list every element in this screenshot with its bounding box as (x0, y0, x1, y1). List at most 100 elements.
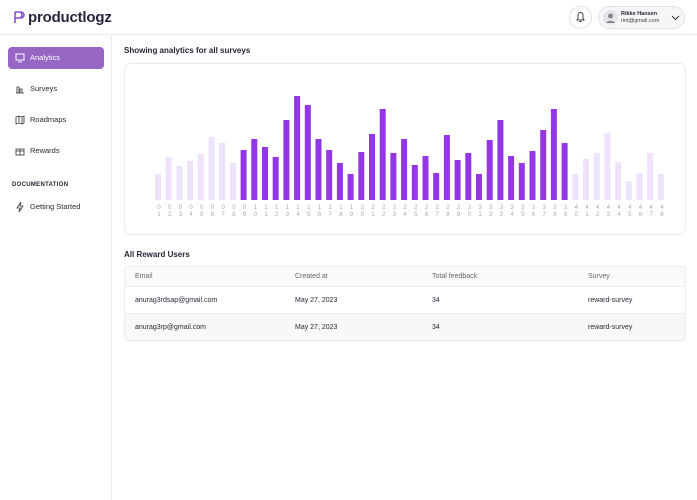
table-title: All Reward Users (124, 250, 190, 259)
nav-item[interactable]: Roadmaps (8, 109, 104, 131)
bar (561, 143, 568, 200)
x-tick-label: 37 (541, 205, 548, 219)
chart-title: Showing analytics for all surveys (124, 46, 251, 55)
x-tick-label: 47 (648, 205, 655, 219)
x-tick-label: 07 (220, 205, 227, 219)
x-tick-label: 31 (477, 205, 483, 219)
column-header: Survey (588, 273, 610, 280)
bar (165, 157, 172, 200)
x-labels: 01 02 03 04 05 06 07 08 09 10 11 12 13 14 15 16 17 18 19 20… (125, 205, 685, 225)
chart (155, 96, 664, 200)
chart-card: 01 02 03 04 05 06 07 08 09 10 11 12 13 14 15 16 17 18 19 20… (124, 63, 686, 235)
table-row: anurag3rp@gmail.com May 27, 2023 34 reward-… (125, 314, 685, 340)
logo-icon (14, 11, 25, 23)
notifications[interactable] (569, 6, 592, 29)
table-row: anurag3rdsap@gmail.com May 27, 2023 34 rewa… (125, 287, 685, 314)
cell: anurag3rp@gmail.com (135, 324, 206, 331)
x-tick-label: 39 (562, 205, 569, 219)
bar (187, 161, 194, 200)
nav-item[interactable]: Rewards (8, 140, 104, 162)
x-tick-label: 24 (402, 205, 409, 219)
nav-label: Getting Started (30, 202, 81, 211)
bar (251, 139, 258, 200)
x-tick-label: 41 (584, 205, 590, 219)
bar (486, 140, 493, 200)
bar (176, 166, 183, 200)
x-tick-label: 21 (370, 205, 376, 219)
x-tick-label: 19 (348, 205, 355, 219)
x-tick-label: 29 (455, 205, 462, 219)
x-tick-label: 10 (252, 205, 259, 219)
bar (272, 157, 279, 200)
user-email: rint@gmail.com (621, 18, 660, 24)
x-tick-label: 20 (359, 205, 366, 219)
x-tick-label: 13 (284, 205, 291, 219)
bar (390, 153, 397, 200)
column-header: Email (135, 273, 153, 280)
x-tick-label: 25 (412, 205, 419, 219)
bar (240, 150, 247, 200)
logo[interactable]: productlogz (28, 9, 112, 26)
cell: 34 (432, 324, 440, 331)
x-tick-label: 38 (551, 205, 558, 219)
bar (647, 153, 654, 200)
x-tick-label: 16 (316, 205, 323, 219)
bar (572, 174, 579, 200)
x-tick-label: 23 (391, 205, 398, 219)
cell: reward-survey (588, 297, 633, 304)
bar (379, 109, 386, 200)
sidebar: Analytics Surveys Roadmaps Rewards DOCUM… (0, 35, 112, 500)
x-tick-label: 27 (434, 205, 441, 219)
cell: May 27, 2023 (295, 324, 338, 331)
x-tick-label: 48 (658, 205, 665, 219)
x-tick-label: 30 (466, 205, 473, 219)
x-tick-label: 18 (337, 205, 344, 219)
bar (283, 120, 290, 200)
bar (593, 153, 600, 200)
x-tick-label: 34 (509, 205, 516, 219)
bar (583, 159, 589, 200)
x-tick-label: 01 (156, 205, 162, 219)
bar (208, 137, 215, 200)
header: productlogz Rikke Hansen rint@gmail.com (0, 0, 697, 35)
column-header: Total feedback (432, 273, 478, 280)
bar (443, 135, 450, 200)
x-tick-label: 33 (498, 205, 505, 219)
x-tick-label: 06 (209, 205, 216, 219)
bar (529, 151, 536, 200)
bar (433, 173, 440, 200)
nav-label: Rewards (30, 146, 60, 155)
bar (508, 156, 515, 200)
bar (476, 174, 482, 200)
nav-item[interactable]: Analytics (8, 47, 104, 69)
x-tick-label: 11 (263, 205, 269, 219)
nav-label: Surveys (30, 84, 58, 93)
bar (411, 165, 418, 200)
x-tick-label: 45 (626, 205, 633, 219)
nav-item[interactable]: Getting Started (8, 196, 104, 218)
x-tick-label: 22 (380, 205, 387, 219)
bar (540, 130, 547, 200)
x-tick-label: 32 (487, 205, 494, 219)
bar (369, 134, 375, 200)
user-name: Rikke Hansen (621, 11, 658, 17)
user-menu[interactable]: Rikke Hansen rint@gmail.com (598, 6, 685, 29)
bar (347, 174, 354, 200)
bar (465, 153, 472, 200)
bar (625, 181, 632, 200)
bar (229, 163, 236, 200)
bar (326, 150, 333, 200)
x-tick-label: 12 (273, 205, 280, 219)
bar (454, 160, 461, 200)
nav-item[interactable]: Surveys (8, 78, 104, 100)
x-tick-label: 26 (423, 205, 430, 219)
bar (657, 174, 664, 200)
cell: 34 (432, 297, 440, 304)
nav-label: Roadmaps (30, 115, 67, 124)
cell: anurag3rdsap@gmail.com (135, 297, 218, 304)
x-tick-label: 44 (616, 205, 623, 219)
bar (219, 143, 226, 200)
bar (358, 152, 365, 200)
bar (304, 105, 311, 200)
